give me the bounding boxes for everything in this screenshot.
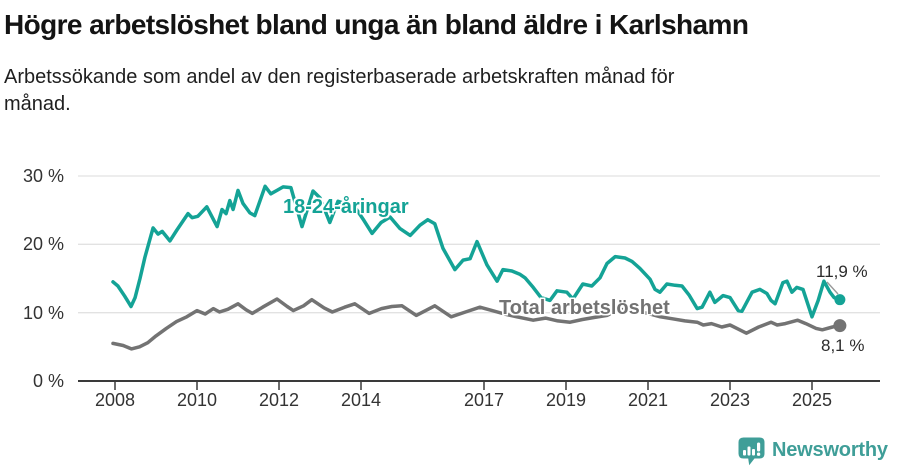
end-value-youth: 11,9 % bbox=[816, 262, 868, 281]
x-tick-label-2012: 2012 bbox=[258, 390, 300, 410]
chart-subtitle: Arbetssökande som andel av den registerb… bbox=[4, 66, 675, 115]
end-dot-1 bbox=[833, 319, 847, 333]
y-tick-label-30: 30 % bbox=[22, 166, 64, 186]
series-label-youth: 18-24-åringar bbox=[283, 196, 409, 218]
series-line-1 bbox=[111, 297, 842, 351]
x-tick-label-2008: 2008 bbox=[94, 390, 136, 410]
x-tick-label-2010: 2010 bbox=[176, 390, 218, 410]
x-tick-label-2017: 2017 bbox=[463, 390, 505, 410]
y-tick-label-0: 0 % bbox=[32, 371, 64, 391]
y-tick-label-20: 20 % bbox=[22, 234, 64, 255]
x-tick-label-2021: 2021 bbox=[627, 390, 669, 410]
end-value-total: 8,1 % bbox=[821, 336, 865, 355]
x-tick-label-2023: 2023 bbox=[709, 390, 751, 410]
chart-title: Högre arbetslöshet bland unga än bland ä… bbox=[4, 9, 749, 40]
value-leader-line bbox=[826, 281, 839, 295]
x-tick-label-2025: 2025 bbox=[791, 390, 833, 410]
newsworthy-wordmark: Newsworthy bbox=[772, 439, 888, 461]
series-label-total: Total arbetslöshet bbox=[499, 297, 670, 319]
newsworthy-logo[interactable]: Newsworthy bbox=[738, 437, 888, 466]
x-tick-label-2019: 2019 bbox=[545, 390, 587, 410]
end-dot-0 bbox=[834, 294, 846, 306]
x-tick-label-2014: 2014 bbox=[340, 390, 382, 410]
newsworthy-icon bbox=[738, 437, 765, 466]
y-tick-label-10: 10 % bbox=[22, 302, 64, 323]
series-line-0 bbox=[111, 184, 842, 319]
